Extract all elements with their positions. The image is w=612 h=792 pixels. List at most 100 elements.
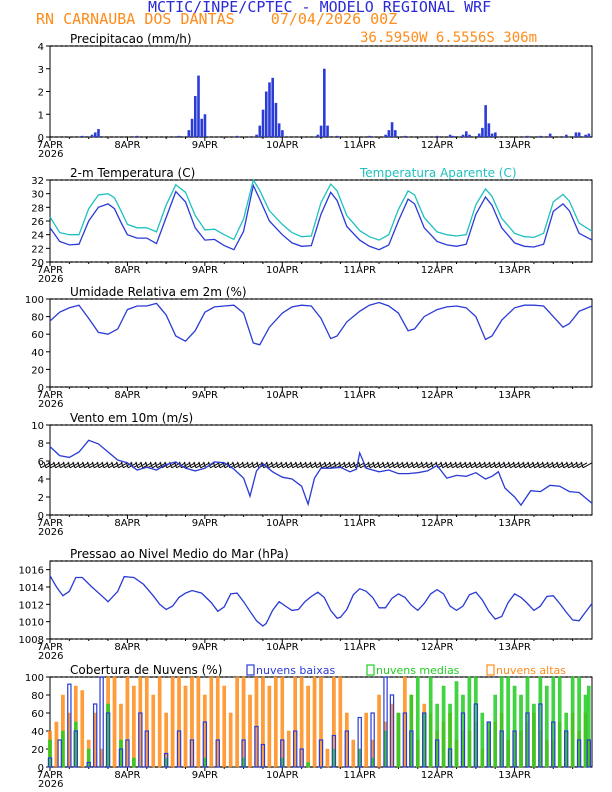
precip-bar: [448, 134, 452, 137]
wind-barb: [74, 462, 85, 469]
wind-barb: [69, 462, 80, 469]
precip-bar: [452, 135, 455, 137]
y-tick-label: 10: [31, 421, 44, 432]
y-tick-label: 6: [38, 457, 44, 468]
x-tick-label: 11APR: [343, 265, 376, 276]
x-tick-label: 8APR: [114, 518, 140, 529]
panel-5: 0 20 40 60 80 100 7APR 8APR 9APR 10APR 11APR 12APR 1…: [25, 663, 593, 790]
cloud-bar-nuvens-altas: [267, 685, 272, 768]
wind-barb-flag: [241, 461, 245, 468]
cloud-bar-nuvens-baixas: [389, 694, 395, 768]
wind-barb-flag: [387, 461, 390, 468]
y-tick-label: 100: [25, 295, 44, 306]
y-tick-label: 2: [38, 88, 44, 99]
x-tick-label: 8APR: [114, 140, 140, 151]
precip-bar: [261, 109, 265, 137]
cloud-bar-nuvens-medias: [454, 681, 459, 768]
wind-barb: [103, 462, 114, 469]
x-tick-label: 11APR: [343, 770, 376, 781]
wind-barb: [340, 462, 351, 469]
x-tick-label: 9APR: [192, 390, 218, 401]
precip-bar: [461, 134, 465, 137]
wind-barb: [423, 462, 433, 469]
wind-barb-flag: [483, 461, 487, 468]
wind-barb-flag: [546, 461, 550, 468]
precip-bar: [135, 135, 139, 137]
wind-barb: [321, 462, 331, 469]
wind-barb: [268, 462, 278, 469]
wind-barb: [345, 462, 356, 469]
wind-barb: [84, 462, 94, 469]
wind-barb: [118, 462, 128, 469]
legend-swatch: [486, 664, 495, 676]
y-tick-label: 30: [31, 190, 44, 201]
wind-barb: [64, 462, 75, 469]
legend-label: nuvens baixas: [256, 664, 335, 677]
wind-barb-flag: [91, 461, 95, 468]
cloud-bar-nuvens-baixas: [299, 748, 304, 768]
x-tick-label: 11APR: [343, 390, 376, 401]
cloud-bar-nuvens-baixas: [473, 703, 479, 768]
y-tick-label: 100: [25, 673, 44, 684]
cloud-bar-nuvens-baixas: [47, 757, 53, 768]
series-line-blue: [49, 183, 593, 251]
wind-barb: [306, 462, 317, 469]
precip-bar: [187, 130, 191, 137]
cloud-bar-nuvens-baixas: [254, 725, 259, 768]
wind-barb-flag: [101, 461, 105, 468]
cloud-bar-nuvens-medias: [557, 676, 562, 768]
wind-barb-flag: [169, 461, 173, 468]
cloud-bar-nuvens-medias: [545, 685, 549, 768]
wind-barb-flag: [280, 461, 284, 468]
wind-barb-flag: [445, 461, 448, 468]
cloud-bar-nuvens-altas: [183, 685, 188, 768]
y-tick-label: 0: [38, 763, 44, 774]
cloud-bar-nuvens-altas: [209, 676, 214, 768]
wind-barb: [123, 462, 133, 469]
wind-barb: [311, 462, 322, 469]
wind-barb-flag: [541, 461, 545, 468]
precip-bar: [193, 96, 197, 137]
cloud-bar-nuvens-medias: [441, 685, 446, 768]
wind-barb: [316, 462, 327, 469]
wind-barb-flag: [367, 461, 371, 468]
wind-barb-flag: [290, 461, 294, 468]
precip-bar: [177, 135, 181, 137]
wind-barb: [219, 462, 230, 469]
y-tick-label: 40: [31, 348, 44, 359]
cloud-bar-nuvens-baixas: [551, 721, 556, 768]
precip-bar: [526, 135, 529, 137]
x-tick-label: 12APR: [421, 390, 454, 401]
x-tick-label: 13APR: [498, 518, 531, 529]
header-location-date: RN CARNAUBA DOS DANTAS 07/04/2026 00Z: [36, 10, 398, 28]
wind-barb-flag: [333, 461, 337, 468]
wind-barb-flag: [275, 461, 279, 468]
precip-bar: [255, 134, 258, 137]
wind-barb: [132, 462, 143, 469]
precip-bar: [494, 132, 497, 137]
legend-label: nuvens medias: [376, 664, 460, 677]
wind-barb-flag: [48, 461, 52, 468]
precip-bar: [435, 135, 439, 137]
x-tick-label: 13APR: [498, 642, 531, 653]
wind-barb: [466, 462, 477, 469]
cloud-bar-nuvens-baixas: [86, 761, 91, 768]
series-line-blue: [49, 439, 593, 507]
x-tick-label: 13APR: [498, 390, 531, 401]
wind-barb-flag: [53, 461, 56, 468]
panel-title: Vento em 10m (m/s): [70, 411, 193, 425]
cloud-bar-nuvens-medias: [532, 703, 536, 768]
y-tick-label: 1008: [19, 635, 44, 646]
precip-bar: [319, 125, 323, 137]
cloud-bar-nuvens-medias: [415, 676, 420, 768]
wind-barb: [273, 462, 283, 469]
cloud-bar-nuvens-baixas: [215, 739, 220, 768]
wind-barb-flag: [314, 461, 318, 468]
x-tick-label: 10APR: [266, 390, 299, 401]
precip-bar: [81, 135, 84, 137]
wind-barb: [214, 462, 225, 469]
precip-bar: [316, 134, 320, 137]
cloud-bar-nuvens-medias: [467, 676, 472, 768]
plot-frame: [49, 45, 593, 138]
cloud-bar-nuvens-altas: [274, 676, 278, 768]
